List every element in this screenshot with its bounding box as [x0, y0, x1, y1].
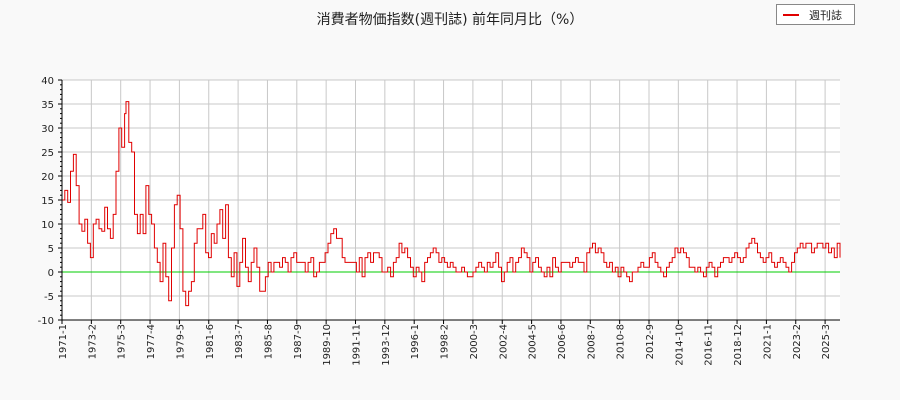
x-tick-label: 1996-1: [410, 324, 421, 359]
x-tick-label: 1981-6: [205, 324, 216, 359]
legend-swatch-icon: [783, 13, 799, 16]
x-tick-label: 2000-3: [469, 324, 480, 359]
series-line-weekly-magazines: [62, 101, 841, 307]
y-tick-label: 10: [41, 220, 54, 231]
x-tick-label: 2014-10: [674, 324, 685, 366]
x-tick-label: 2016-11: [704, 324, 715, 366]
x-tick-label: 1971-1: [58, 324, 69, 359]
y-tick-label: 0: [48, 268, 54, 279]
x-tick-label: 1979-5: [175, 324, 186, 359]
x-tick-label: 1998-2: [440, 324, 451, 359]
x-tick-label: 2006-6: [557, 324, 568, 359]
x-tick-label: 2010-8: [616, 324, 627, 359]
x-tick-label: 2004-5: [528, 324, 539, 359]
y-tick-label: 30: [41, 124, 54, 135]
x-tick-label: 1977-4: [146, 324, 157, 359]
x-tick-label: 1991-11: [352, 324, 363, 366]
grid-lines: [62, 79, 840, 321]
chart-title: 消費者物価指数(週刊誌) 前年同月比（%）: [316, 12, 584, 28]
x-tick-label: 1987-9: [293, 324, 304, 359]
x-tick-label: 2018-12: [733, 324, 744, 366]
x-tick-label: 1993-12: [381, 324, 392, 366]
y-tick-label: 35: [41, 100, 54, 111]
legend: 週刊誌: [776, 4, 855, 25]
x-tick-label: 2025-3: [821, 324, 832, 359]
x-tick-label: 1983-7: [234, 324, 245, 359]
x-tick-label: 1973-2: [87, 324, 98, 359]
x-tick-label: 2021-1: [762, 324, 773, 359]
y-tick-label: 40: [41, 76, 54, 87]
x-axis-ticks: 1971-1 1973-2 1975-3 1977-4 1979-5 1981-6 1983…: [58, 320, 832, 366]
x-tick-label: 2023-2: [792, 324, 803, 359]
x-tick-label: 1975-3: [117, 324, 128, 359]
y-tick-label: 15: [41, 196, 54, 207]
y-tick-label: -5: [44, 292, 54, 303]
x-tick-label: 1985-8: [263, 324, 274, 359]
y-tick-label: -10: [38, 316, 54, 327]
y-tick-label: 25: [41, 148, 54, 159]
legend-label: 週刊誌: [809, 8, 842, 22]
y-tick-label: 5: [48, 244, 54, 255]
y-tick-label: 20: [41, 172, 54, 183]
x-tick-label: 1989-10: [322, 324, 333, 366]
y-axis-ticks: 40 35 30 25 20 15 10 5 0 -5 -10: [38, 76, 62, 327]
x-tick-label: 2012-9: [645, 324, 656, 359]
x-tick-label: 2008-7: [586, 324, 597, 359]
x-tick-label: 2002-4: [498, 324, 509, 359]
